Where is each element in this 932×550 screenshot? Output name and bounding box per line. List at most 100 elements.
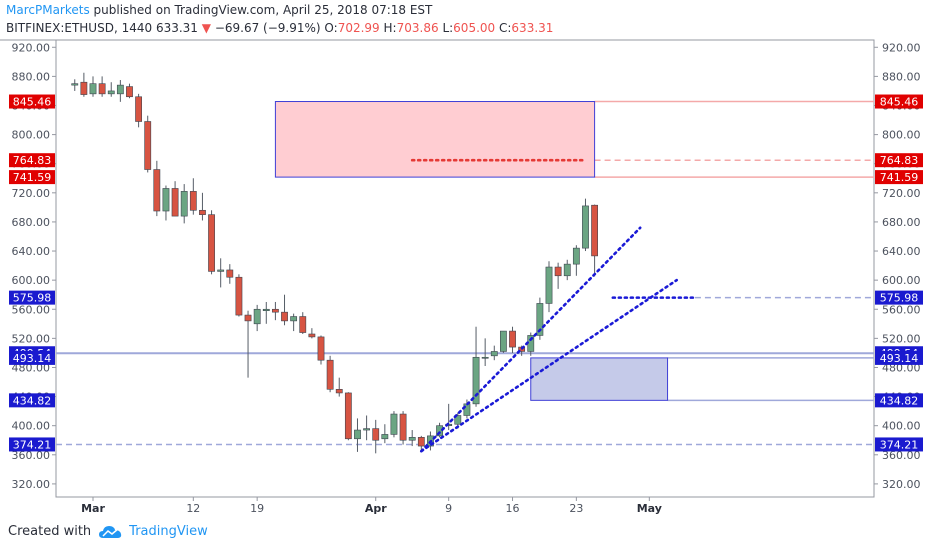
- y-tick-label-left: 560.00: [12, 303, 51, 316]
- candle-up: [390, 413, 398, 435]
- y-tick-label-right: 600.00: [882, 274, 921, 287]
- candle-up: [89, 83, 97, 95]
- level-label-right: 764.83: [880, 154, 919, 167]
- level-label-left: 374.21: [13, 438, 52, 451]
- level-label-right-bg: [875, 94, 923, 109]
- candle-up: [262, 308, 270, 312]
- candle-down: [308, 333, 316, 338]
- candle-up: [490, 351, 498, 357]
- y-tick-label-right: 640.00: [882, 245, 921, 258]
- level-label-left: 845.46: [13, 96, 52, 109]
- candle-up: [499, 330, 507, 352]
- ohlc-high-value: 703.86: [396, 21, 439, 35]
- level-label-right: 434.82: [880, 394, 919, 407]
- y-tick-label-right: 320.00: [882, 478, 921, 491]
- y-tick-label-left: 880.00: [12, 70, 51, 83]
- x-tick-label: 23: [569, 502, 583, 515]
- candle-up: [180, 191, 188, 217]
- candle-down: [591, 204, 598, 257]
- candle-down: [171, 188, 179, 217]
- y-tick-label-left: 920.00: [12, 41, 51, 54]
- level-label-left-bg: [9, 94, 55, 109]
- level-label-left: 434.82: [13, 394, 52, 407]
- candle-down: [335, 388, 343, 394]
- candle-up: [545, 266, 553, 304]
- level-label-right: 741.59: [880, 171, 919, 184]
- level-label-left-bg: [9, 437, 55, 452]
- level-label-right: 493.14: [880, 352, 919, 365]
- candle-up: [481, 356, 489, 359]
- candle-up: [162, 188, 170, 212]
- candle-up: [116, 84, 124, 95]
- candle-up: [253, 308, 261, 325]
- level-label-left-bg: [9, 153, 55, 168]
- level-label-right: 374.21: [880, 438, 919, 451]
- created-with-text: Created with: [8, 524, 92, 539]
- ohlc-low-value: 605.00: [453, 21, 496, 35]
- y-tick-label-right: 680.00: [882, 216, 921, 229]
- candle-down: [98, 83, 106, 95]
- candle-up: [563, 263, 571, 277]
- published-text: published on TradingView.com, April 25, …: [93, 3, 433, 17]
- dotted-trendline: [420, 278, 678, 453]
- level-label-right-bg: [875, 393, 923, 408]
- candle-down: [199, 209, 206, 215]
- candle-down: [554, 266, 562, 277]
- candle-up: [572, 247, 580, 265]
- candle-up: [408, 437, 416, 441]
- candle-down: [344, 392, 352, 440]
- last-price: 633.31: [155, 21, 198, 35]
- y-tick-label-left: 360.00: [12, 449, 51, 462]
- level-label-left-bg: [9, 350, 55, 365]
- x-tick-label: Apr: [365, 502, 387, 515]
- down-arrow-icon: ▼: [201, 21, 211, 35]
- level-label-left-bg: [9, 393, 55, 408]
- tradingview-link[interactable]: TradingView: [129, 524, 208, 539]
- y-tick-label-right: 400.00: [882, 420, 921, 433]
- y-tick-label-left: 640.00: [12, 245, 51, 258]
- candle-down: [126, 86, 133, 98]
- candle-up: [536, 303, 544, 336]
- level-label-right-bg: [875, 153, 923, 168]
- y-tick-label-left: 720.00: [12, 187, 51, 200]
- y-tick-label-left: 800.00: [12, 129, 51, 142]
- candle-down: [244, 314, 252, 322]
- y-tick-label-right: 520.00: [882, 332, 921, 345]
- candle-down: [226, 269, 234, 278]
- level-label-left: 493.14: [13, 352, 52, 365]
- ohlc-close-value: 633.31: [511, 21, 554, 35]
- candle-up: [582, 205, 589, 249]
- candle-down: [317, 336, 325, 361]
- candle-up: [363, 428, 370, 431]
- red-zone-box: [274, 101, 596, 178]
- candle-up: [381, 434, 389, 440]
- level-label-left-bg: [9, 290, 55, 305]
- x-tick-label: Mar: [81, 502, 105, 515]
- candle-down: [509, 330, 516, 348]
- candle-down: [135, 96, 142, 122]
- ohlc-low-label: L:: [442, 21, 454, 35]
- x-tick-label: 9: [445, 502, 452, 515]
- candle-down: [326, 359, 334, 390]
- candle-down: [144, 121, 152, 170]
- y-tick-label-left: 400.00: [12, 420, 51, 433]
- candle-down: [372, 428, 380, 441]
- price-chart[interactable]: 320.00320.00360.00360.00400.00400.00440.…: [0, 0, 932, 520]
- x-tick-label: May: [637, 502, 662, 515]
- tradingview-cloud-icon: [99, 525, 122, 538]
- y-tick-label-left: 600.00: [12, 274, 51, 287]
- y-tick-label-left: 680.00: [12, 216, 51, 229]
- author-link[interactable]: MarcPMarkets: [6, 3, 90, 17]
- level-label-left: 741.59: [13, 171, 52, 184]
- price-change: −69.67 (−9.91%): [214, 21, 321, 35]
- y-tick-label-left: 320.00: [12, 478, 51, 491]
- symbol-info: BITFINEX:ETHUSD, 1440 633.31 ▼ −69.67 (−…: [6, 21, 553, 35]
- y-tick-label-right: 720.00: [882, 187, 921, 200]
- ohlc-open-label: O:: [324, 21, 338, 35]
- candle-down: [299, 316, 307, 333]
- symbol-name: BITFINEX:ETHUSD, 1440: [6, 21, 153, 35]
- publish-info: MarcPMarkets published on TradingView.co…: [6, 3, 432, 17]
- footer: Created with TradingView: [8, 524, 208, 539]
- level-label-right: 575.98: [880, 292, 919, 305]
- ohlc-close-label: C:: [499, 21, 512, 35]
